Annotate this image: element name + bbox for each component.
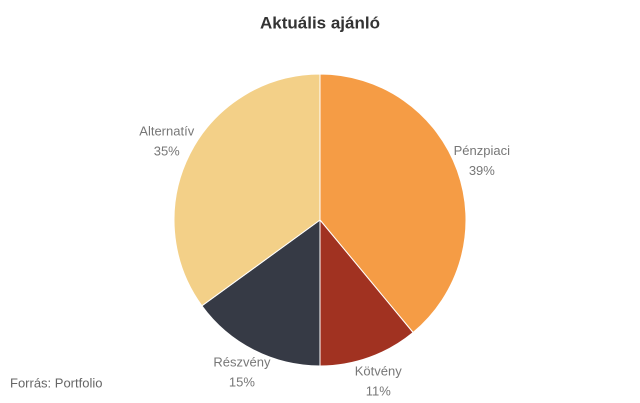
slice-label: Kötvény xyxy=(355,363,402,378)
pie-slice xyxy=(319,218,414,367)
slice-label: Pénzpiaci xyxy=(454,143,510,158)
pie-slice xyxy=(201,219,321,367)
pie-slice xyxy=(173,73,321,307)
chart-title: Aktuális ajánló xyxy=(260,13,380,32)
pie-slice xyxy=(319,73,467,334)
value-label: 35% xyxy=(154,143,180,158)
value-label: 11% xyxy=(366,383,391,398)
slice-label: Alternatív xyxy=(139,123,194,138)
value-label: 15% xyxy=(229,375,255,390)
value-label: 39% xyxy=(469,163,495,178)
slice-label: Részvény xyxy=(213,355,271,370)
source: Forrás: Portfolio xyxy=(10,375,102,390)
